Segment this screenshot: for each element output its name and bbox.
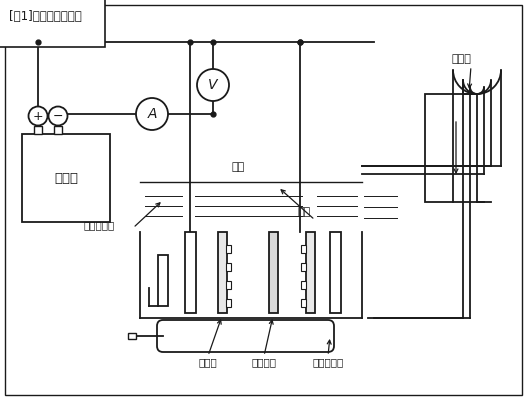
Bar xyxy=(54,126,62,134)
Text: 液面: 液面 xyxy=(231,162,245,172)
Bar xyxy=(128,333,136,339)
Bar xyxy=(226,245,231,253)
Text: −: − xyxy=(53,110,63,122)
Bar xyxy=(34,126,42,134)
Bar xyxy=(22,134,110,222)
Bar xyxy=(301,299,306,307)
Bar xyxy=(269,232,278,313)
Circle shape xyxy=(136,98,168,130)
Bar xyxy=(306,232,315,313)
Circle shape xyxy=(48,106,67,126)
Bar xyxy=(158,255,168,306)
Circle shape xyxy=(197,69,229,101)
Bar xyxy=(226,263,231,271)
Text: 整流器: 整流器 xyxy=(54,172,78,184)
Text: レジスト: レジスト xyxy=(251,357,277,367)
Text: 陽極: 陽極 xyxy=(297,207,310,217)
Bar xyxy=(226,281,231,289)
Bar xyxy=(301,245,306,253)
Bar xyxy=(226,299,231,307)
Bar xyxy=(425,94,477,202)
Text: 支持体: 支持体 xyxy=(199,357,217,367)
Bar xyxy=(330,232,341,313)
Bar xyxy=(301,281,306,289)
Text: [図1]電気めっき装置: [図1]電気めっき装置 xyxy=(9,10,82,23)
Bar xyxy=(218,232,227,313)
Text: V: V xyxy=(208,78,218,92)
Text: 投込ヒータ: 投込ヒータ xyxy=(84,220,115,230)
Circle shape xyxy=(28,106,47,126)
Text: かくはん器: かくはん器 xyxy=(313,357,344,367)
Text: +: + xyxy=(33,110,43,122)
Bar xyxy=(185,232,196,313)
Text: A: A xyxy=(147,107,157,121)
FancyBboxPatch shape xyxy=(157,320,334,352)
Text: ろ過機: ろ過機 xyxy=(451,54,471,64)
Bar xyxy=(301,263,306,271)
